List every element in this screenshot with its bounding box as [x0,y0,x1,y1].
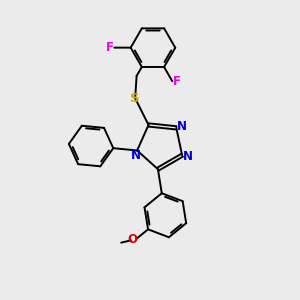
Text: N: N [177,120,187,133]
Text: N: N [131,149,141,162]
Text: O: O [128,232,137,246]
Text: N: N [183,150,193,163]
Text: F: F [173,75,181,88]
Text: F: F [106,41,114,54]
Text: S: S [130,92,140,105]
